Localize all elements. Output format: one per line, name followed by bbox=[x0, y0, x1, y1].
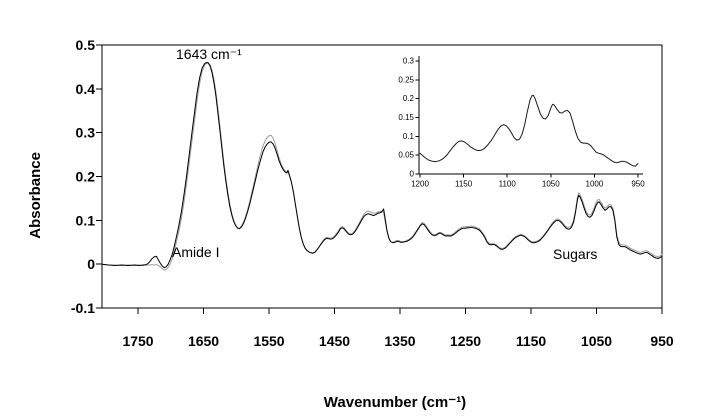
inset-y-tick-label-0.15: 0.15 bbox=[398, 113, 414, 122]
inset-x-tick-label-1100: 1100 bbox=[499, 180, 517, 189]
sugars-annotation: Sugars bbox=[553, 246, 598, 262]
inset-spectrum-curve bbox=[419, 94, 639, 167]
inset-x-tick-label-1000: 1000 bbox=[586, 180, 604, 189]
inset-y-tick-label-0.3: 0.3 bbox=[403, 57, 415, 66]
inset-y-tick-label-0.2: 0.2 bbox=[403, 94, 415, 103]
x-tick-label-1650: 1650 bbox=[188, 333, 219, 349]
inset-x-tick-label-950: 950 bbox=[631, 180, 645, 189]
x-tick-label-1050: 1050 bbox=[581, 333, 612, 349]
inset-y-tick-label-0: 0 bbox=[410, 170, 415, 179]
x-tick-label-950: 950 bbox=[650, 333, 674, 349]
inset-x-tick-label-1050: 1050 bbox=[542, 180, 560, 189]
y-tick-label-0: 0 bbox=[87, 256, 95, 272]
x-tick-label-1450: 1450 bbox=[319, 333, 350, 349]
y-tick-label-0.1: 0.1 bbox=[76, 212, 96, 228]
y-tick-label-0.2: 0.2 bbox=[76, 169, 96, 185]
y-tick-label-0.4: 0.4 bbox=[76, 81, 96, 97]
inset-x-tick-label-1150: 1150 bbox=[455, 180, 473, 189]
inset-y-tick-label-0.1: 0.1 bbox=[403, 132, 415, 141]
inset-y-tick-label-0.05: 0.05 bbox=[398, 151, 414, 160]
y-tick-label--0.1: -0.1 bbox=[71, 300, 95, 316]
y-tick-label-0.3: 0.3 bbox=[76, 125, 96, 141]
y-tick-label-0.5: 0.5 bbox=[76, 37, 96, 53]
inset-x-tick-label-1200: 1200 bbox=[411, 180, 429, 189]
spectrum-black-curve bbox=[101, 62, 663, 269]
x-tick-label-1350: 1350 bbox=[384, 333, 415, 349]
x-tick-label-1250: 1250 bbox=[450, 333, 481, 349]
x-tick-label-1550: 1550 bbox=[253, 333, 284, 349]
inset-y-tick-label-0.25: 0.25 bbox=[398, 75, 414, 84]
x-tick-label-1150: 1150 bbox=[516, 333, 547, 349]
peak-annotation-1643: 1643 cm⁻¹ bbox=[176, 46, 242, 62]
x-tick-label-1750: 1750 bbox=[122, 333, 153, 349]
spectrum-gray-curve bbox=[101, 62, 663, 271]
x-axis-title: Wavenumber (cm⁻¹) bbox=[323, 394, 467, 411]
amide-i-annotation: Amide I bbox=[172, 244, 220, 260]
